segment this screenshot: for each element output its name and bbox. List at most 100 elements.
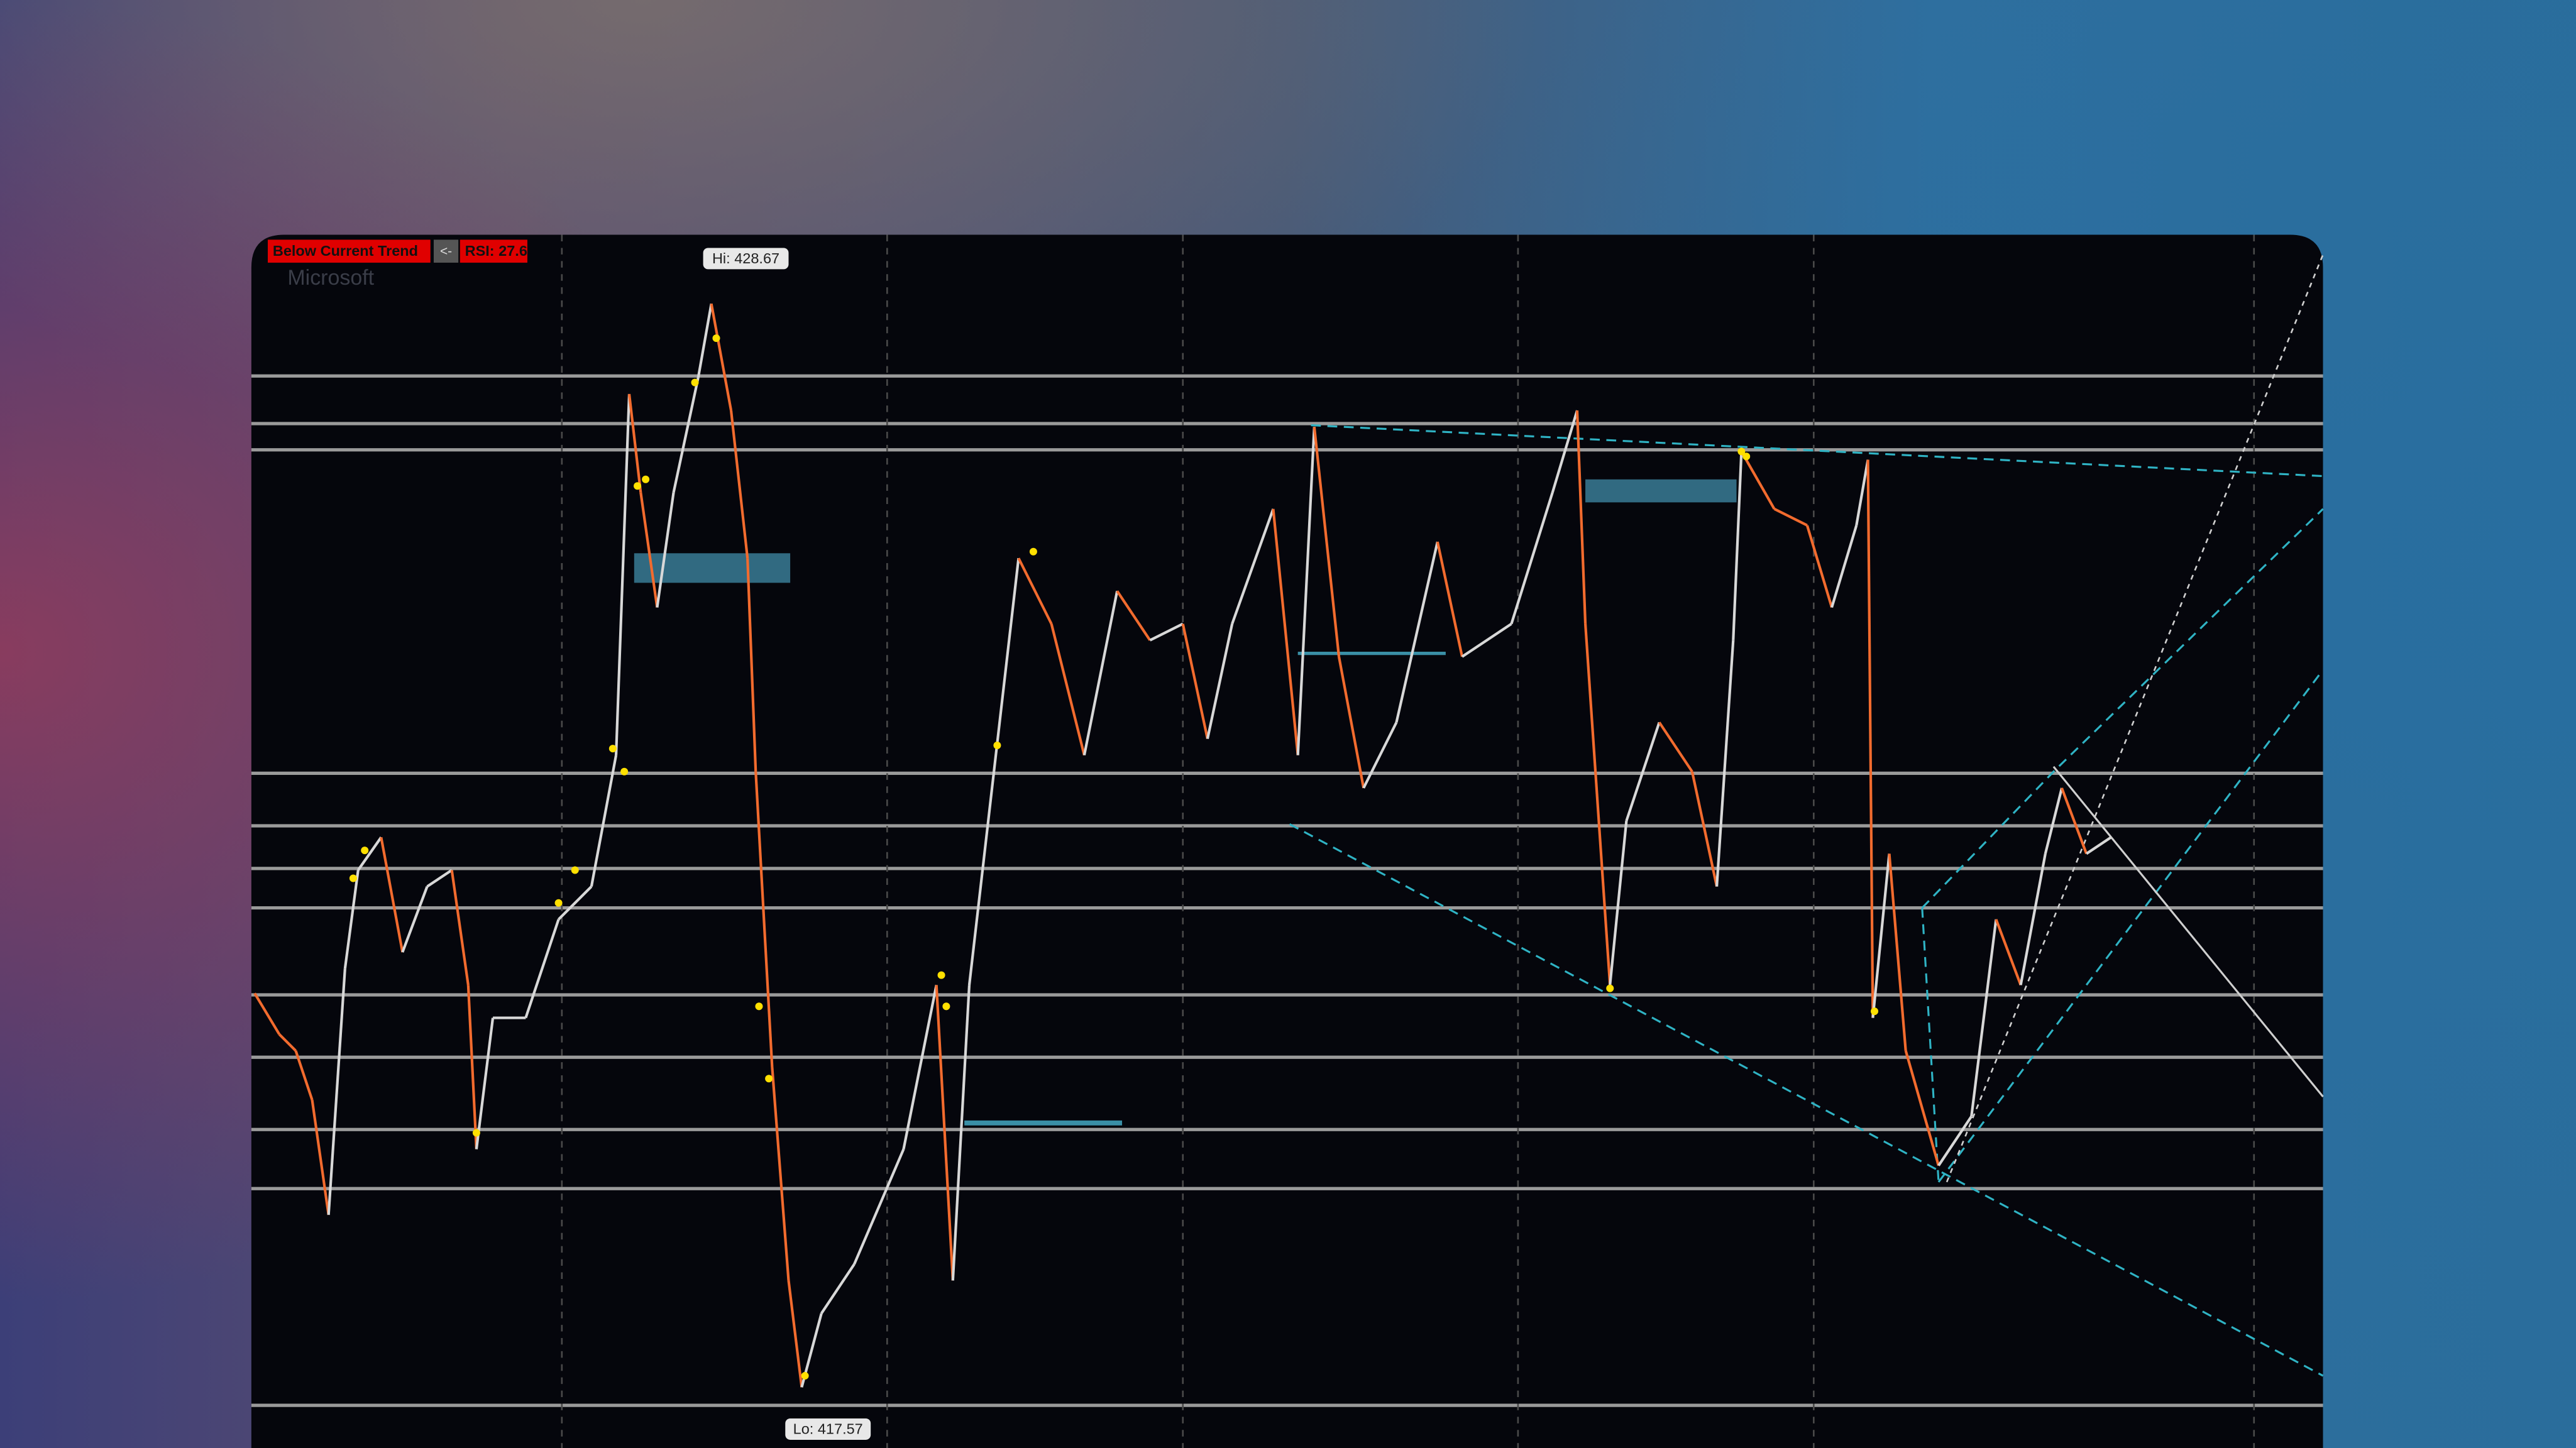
price-segment (614, 393, 631, 755)
signal-dots (349, 334, 1879, 1380)
price-segment (672, 377, 700, 493)
price-line (253, 303, 2112, 1388)
price-segment (1395, 541, 1439, 723)
price-segment (1272, 508, 1299, 755)
price-segment (1690, 771, 1719, 887)
price-segment (466, 985, 478, 1149)
signal-dot (349, 874, 357, 882)
badge (433, 239, 459, 263)
price-segment (1583, 623, 1612, 985)
price-segment (1740, 451, 1776, 510)
price-segment (1904, 1050, 1940, 1166)
price-segment (1436, 541, 1464, 657)
price-segment (590, 755, 618, 887)
price-segment (1937, 1116, 1973, 1166)
badge-text: <- (440, 244, 452, 258)
zone-box (634, 553, 791, 583)
price-segment (1658, 721, 1693, 772)
price-segment (450, 870, 470, 985)
signal-dot (554, 899, 563, 907)
projection-line (2052, 765, 2324, 1097)
price-segment (278, 1033, 297, 1052)
price-segment (696, 303, 713, 378)
price-segment (2019, 853, 2047, 985)
price-segment (343, 870, 360, 969)
price-segment (1773, 507, 1808, 527)
high-label: Hi: 428.67 (712, 250, 779, 266)
badge-text: RSI: 27.6 (465, 243, 527, 259)
trend-line (1289, 823, 2324, 1377)
price-segment (1510, 492, 1554, 625)
signal-dot (1871, 1007, 1879, 1016)
price-segment (1461, 622, 1512, 658)
price-segment (1995, 919, 2022, 986)
price-segment (1830, 525, 1858, 608)
price-segment (1609, 820, 1628, 985)
grid (251, 234, 2323, 1448)
channel-line (1937, 669, 2324, 1183)
price-segment (1888, 853, 1907, 1051)
price-segment (426, 869, 453, 888)
price-segment (558, 886, 593, 921)
price-segment (729, 410, 749, 559)
price-segment (656, 492, 675, 608)
price-segment (754, 771, 774, 1068)
price-segment (1296, 427, 1316, 755)
signal-dot (712, 334, 720, 343)
price-segment (951, 985, 971, 1281)
signal-dot (993, 741, 1001, 749)
price-segment (1625, 721, 1661, 821)
price-segment (771, 1067, 790, 1281)
price-segment (1732, 451, 1743, 640)
price-segment (710, 303, 733, 411)
price-segment (1313, 426, 1341, 657)
signal-dot (755, 1002, 763, 1011)
signal-dot (620, 767, 629, 776)
price-segment (1116, 590, 1152, 641)
price-segment (627, 393, 642, 493)
signal-dot (571, 866, 579, 874)
signal-dot (1029, 547, 1037, 556)
channel-line (1921, 908, 1940, 1182)
price-segment (524, 919, 560, 1019)
price-segment (1551, 410, 1578, 493)
drawings (634, 254, 2324, 1377)
watermark: Microsoft (287, 266, 374, 290)
price-segment (1181, 623, 1209, 739)
price-segment (746, 558, 757, 772)
price-segment (1337, 656, 1365, 789)
price-segment (853, 1148, 905, 1265)
signal-dot (801, 1372, 809, 1380)
signal-dot (937, 971, 945, 979)
signal-dot (634, 482, 642, 490)
price-segment (1050, 623, 1086, 756)
price-segment (1082, 590, 1119, 756)
price-segment (967, 771, 996, 985)
price-segment (1855, 459, 1869, 526)
signal-dot (361, 847, 369, 855)
price-segment (357, 836, 383, 871)
price-segment (2086, 836, 2112, 855)
price-segment (1231, 508, 1275, 625)
price-segment (380, 836, 404, 953)
price-segment (1206, 623, 1234, 739)
signal-dot (1737, 447, 1746, 456)
price-segment (820, 1263, 856, 1314)
signal-dot (472, 1129, 480, 1137)
signal-dot (691, 378, 699, 387)
price-segment (1970, 919, 1998, 1117)
price-segment (639, 492, 659, 608)
price-segment (1715, 640, 1735, 887)
price-segment (294, 1050, 314, 1100)
trend-line (1311, 424, 2323, 478)
price-segment (935, 985, 954, 1281)
badge (268, 239, 431, 263)
low-label-box (785, 1418, 871, 1440)
price-segment (401, 886, 429, 953)
price-segment (1866, 459, 1874, 1018)
high-label-box (703, 248, 789, 270)
price-segment (1871, 853, 1891, 1018)
price-segment (327, 968, 346, 1215)
